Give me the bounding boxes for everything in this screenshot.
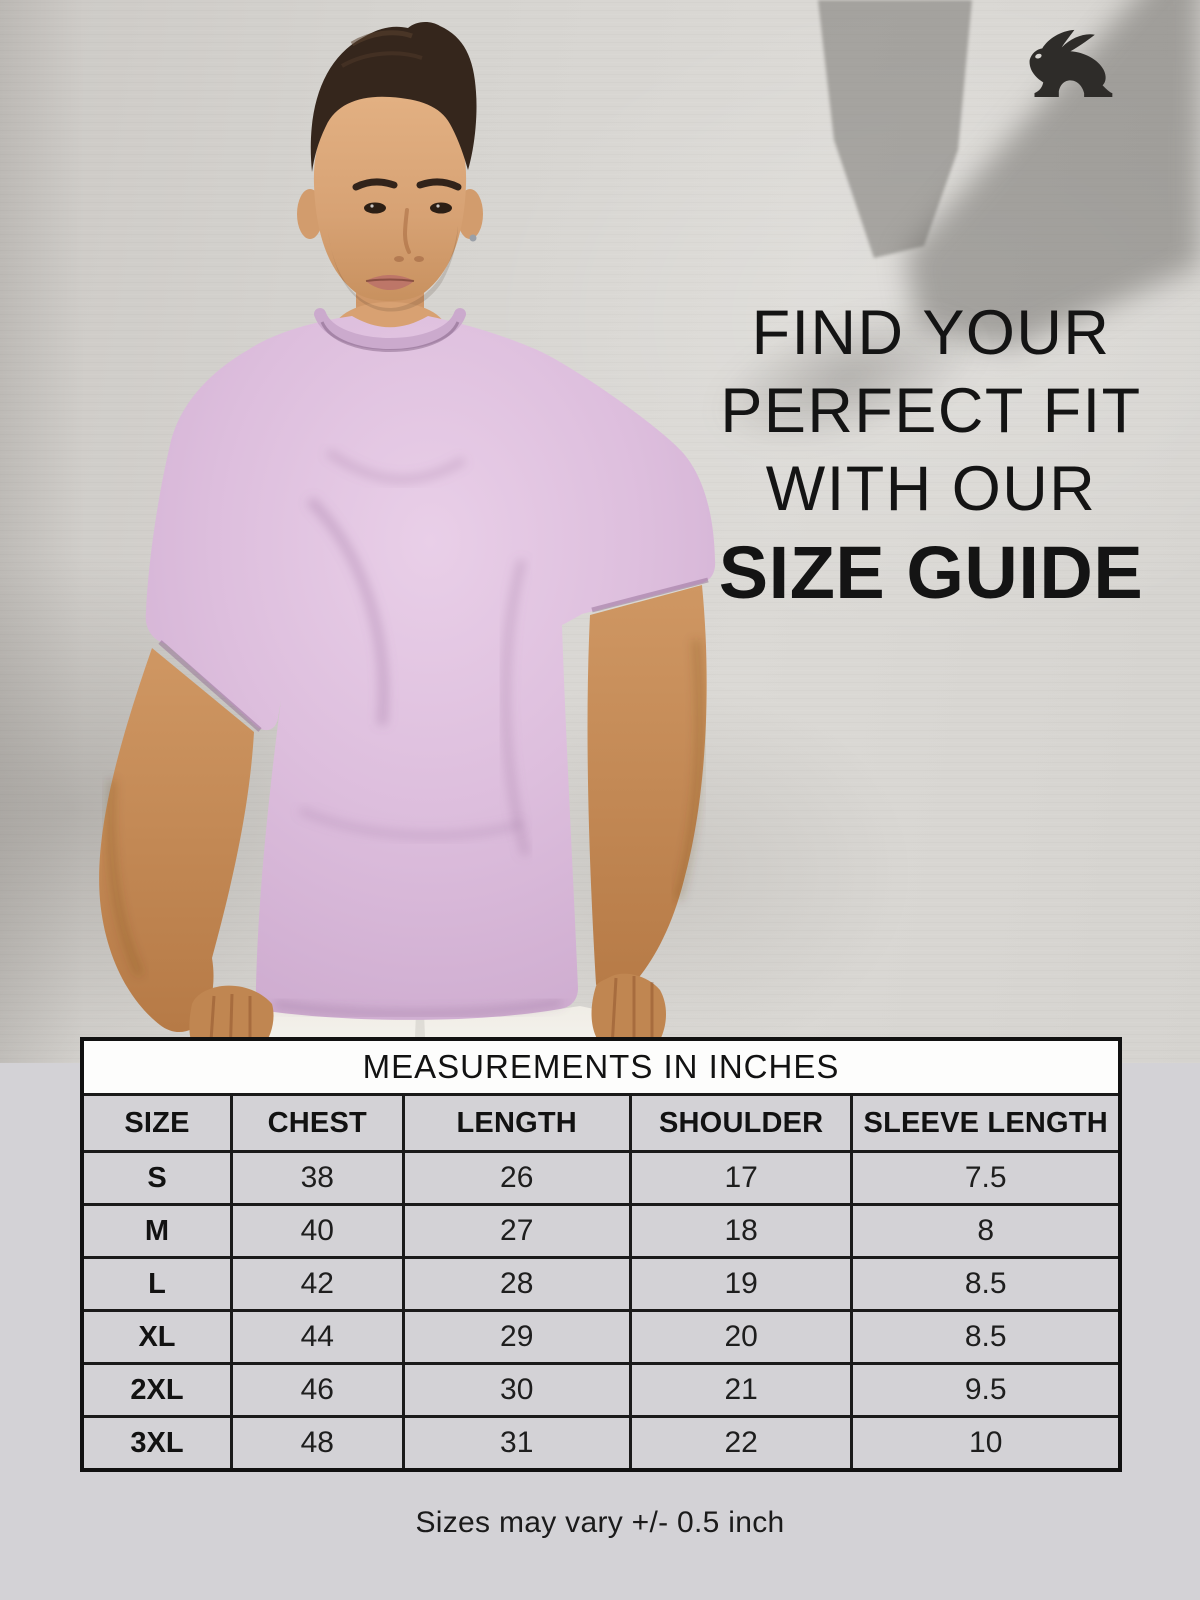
rabbit-icon [1029, 29, 1113, 97]
measure-cell: 22 [631, 1418, 851, 1468]
measure-cell: 31 [404, 1418, 629, 1468]
measure-cell: 8 [853, 1206, 1118, 1256]
model-photo [99, 22, 716, 1063]
measure-cell: 30 [404, 1365, 629, 1415]
hero-photo: FIND YOUR PERFECT FIT WITH OUR SIZE GUID… [0, 0, 1200, 1063]
measure-cell: 20 [631, 1312, 851, 1362]
face [297, 22, 483, 312]
measure-cell: 17 [631, 1153, 851, 1203]
nose [403, 208, 411, 254]
measure-cell: 21 [631, 1365, 851, 1415]
eyebrow-right [416, 178, 462, 191]
measure-cell: 19 [631, 1259, 851, 1309]
headline-line-2: PERFECT FIT [720, 376, 1142, 446]
eye-left [364, 202, 386, 214]
measure-cell: 7.5 [853, 1153, 1118, 1203]
measure-cell: 18 [631, 1206, 851, 1256]
headline-line-3: WITH OUR [765, 454, 1097, 524]
lips [366, 275, 414, 290]
eye-right [430, 202, 452, 214]
measure-cell: 26 [404, 1153, 629, 1203]
size-cell: L [84, 1259, 230, 1309]
hair [310, 22, 477, 172]
measure-cell: 8.5 [853, 1259, 1118, 1309]
measure-cell: 38 [233, 1153, 402, 1203]
measure-cell: 8.5 [853, 1312, 1118, 1362]
measure-cell: 9.5 [853, 1365, 1118, 1415]
column-header-chest: CHEST [233, 1096, 402, 1150]
eyebrow-left [352, 178, 398, 191]
size-cell: 3XL [84, 1418, 230, 1468]
footnote: Sizes may vary +/- 0.5 inch [415, 1506, 785, 1539]
size-cell: M [84, 1206, 230, 1256]
headline-emphasis: SIZE GUIDE [718, 531, 1144, 614]
size-cell: XL [84, 1312, 230, 1362]
size-cell: 2XL [84, 1365, 230, 1415]
measure-cell: 44 [233, 1312, 402, 1362]
arms [99, 585, 707, 1033]
headline-line-1: FIND YOUR [751, 298, 1111, 368]
headline: FIND YOUR PERFECT FIT WITH OUR SIZE GUID… [648, 294, 1200, 616]
earring [469, 234, 477, 242]
column-header-length: LENGTH [404, 1096, 629, 1150]
column-header-size: SIZE [84, 1096, 230, 1150]
size-table-title: MEASUREMENTS IN INCHES [84, 1041, 1118, 1093]
size-cell: S [84, 1153, 230, 1203]
column-header-shoulder: SHOULDER [631, 1096, 851, 1150]
measure-cell: 10 [853, 1418, 1118, 1468]
tshirt [145, 308, 716, 1020]
size-table: MEASUREMENTS IN INCHES SIZE CHEST LENGTH… [80, 1037, 1122, 1472]
measure-cell: 46 [233, 1365, 402, 1415]
measure-cell: 28 [404, 1259, 629, 1309]
measure-cell: 27 [404, 1206, 629, 1256]
measure-cell: 42 [233, 1259, 402, 1309]
measure-cell: 29 [404, 1312, 629, 1362]
measure-cell: 40 [233, 1206, 402, 1256]
column-header-sleeve-length: SLEEVE LENGTH [853, 1096, 1118, 1150]
measure-cell: 48 [233, 1418, 402, 1468]
